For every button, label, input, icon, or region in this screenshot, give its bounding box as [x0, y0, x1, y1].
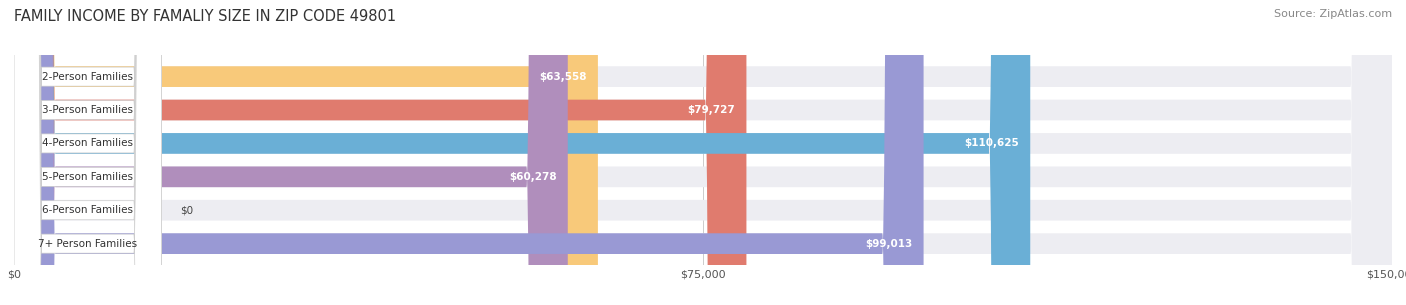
FancyBboxPatch shape: [14, 0, 1392, 305]
Text: 6-Person Families: 6-Person Families: [42, 205, 134, 215]
FancyBboxPatch shape: [14, 0, 162, 305]
Text: $99,013: $99,013: [865, 239, 912, 249]
FancyBboxPatch shape: [14, 0, 162, 305]
Text: $60,278: $60,278: [509, 172, 557, 182]
Text: 5-Person Families: 5-Person Families: [42, 172, 134, 182]
FancyBboxPatch shape: [14, 0, 1392, 305]
FancyBboxPatch shape: [14, 0, 1392, 305]
FancyBboxPatch shape: [14, 0, 162, 305]
Text: $110,625: $110,625: [965, 138, 1019, 149]
FancyBboxPatch shape: [14, 0, 162, 305]
Text: $63,558: $63,558: [540, 72, 586, 82]
Text: 4-Person Families: 4-Person Families: [42, 138, 134, 149]
Text: FAMILY INCOME BY FAMALIY SIZE IN ZIP CODE 49801: FAMILY INCOME BY FAMALIY SIZE IN ZIP COD…: [14, 9, 396, 24]
Text: $79,727: $79,727: [688, 105, 735, 115]
Text: Source: ZipAtlas.com: Source: ZipAtlas.com: [1274, 9, 1392, 19]
Text: 3-Person Families: 3-Person Families: [42, 105, 134, 115]
FancyBboxPatch shape: [14, 0, 747, 305]
Text: $0: $0: [180, 205, 193, 215]
FancyBboxPatch shape: [14, 0, 1392, 305]
FancyBboxPatch shape: [14, 0, 1392, 305]
FancyBboxPatch shape: [14, 0, 568, 305]
FancyBboxPatch shape: [14, 0, 1031, 305]
FancyBboxPatch shape: [14, 0, 162, 305]
FancyBboxPatch shape: [14, 0, 598, 305]
Text: 2-Person Families: 2-Person Families: [42, 72, 134, 82]
Text: 7+ Person Families: 7+ Person Families: [38, 239, 138, 249]
FancyBboxPatch shape: [14, 0, 924, 305]
FancyBboxPatch shape: [14, 0, 1392, 305]
FancyBboxPatch shape: [14, 0, 162, 305]
